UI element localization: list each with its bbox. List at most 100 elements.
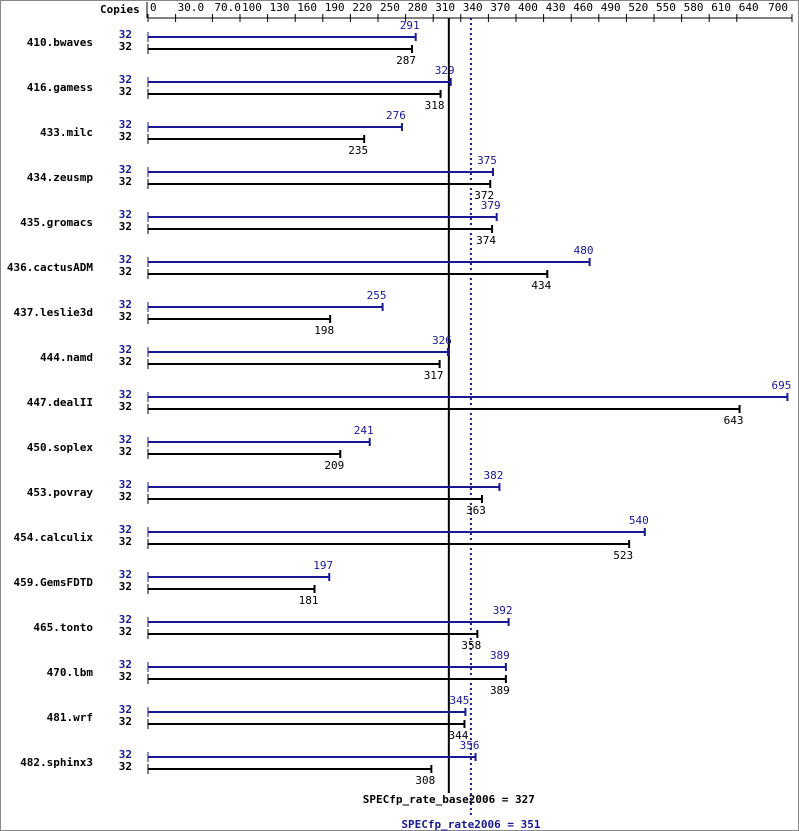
copies-label: 32 [119, 670, 132, 683]
copies-label: 32 [119, 118, 132, 131]
copies-label: 32 [119, 478, 132, 491]
copies-label: 32 [119, 310, 132, 323]
value-label: 363 [466, 504, 486, 517]
value-label: 197 [313, 559, 333, 572]
copies-label: 32 [119, 748, 132, 761]
value-label: 255 [367, 289, 387, 302]
copies-label: 32 [119, 760, 132, 773]
benchmark-label: 416.gamess [27, 81, 93, 94]
copies-label: 32 [119, 388, 132, 401]
benchmark-label: 437.leslie3d [14, 306, 93, 319]
x-tick-label: 250 [380, 1, 400, 14]
x-tick-label: 130 [270, 1, 290, 14]
benchmark-label: 481.wrf [47, 711, 93, 724]
benchmark-label: 465.tonto [33, 621, 93, 634]
x-tick-label: 280 [408, 1, 428, 14]
copies-label: 32 [119, 445, 132, 458]
benchmark-label: 459.GemsFDTD [14, 576, 94, 589]
x-tick-label: 550 [656, 1, 676, 14]
value-label: 318 [425, 99, 445, 112]
copies-label: 32 [119, 625, 132, 638]
value-label: 379 [481, 199, 501, 212]
value-label: 643 [724, 414, 744, 427]
x-tick-label: 520 [628, 1, 648, 14]
value-label: 389 [490, 649, 510, 662]
value-label: 317 [424, 369, 444, 382]
copies-label: 32 [119, 613, 132, 626]
copies-label: 32 [119, 703, 132, 716]
value-label: 540 [629, 514, 649, 527]
x-tick-label: 70.0 [214, 1, 241, 14]
value-label: 291 [400, 19, 420, 32]
value-label: 308 [415, 774, 435, 787]
copies-label: 32 [119, 580, 132, 593]
benchmark-label: 454.calculix [14, 531, 94, 544]
value-label: 198 [314, 324, 334, 337]
x-tick-label: 610 [711, 1, 731, 14]
copies-label: 32 [119, 343, 132, 356]
x-tick-label: 160 [297, 1, 317, 14]
value-label: 375 [477, 154, 497, 167]
x-tick-label: 580 [684, 1, 704, 14]
copies-label: 32 [119, 85, 132, 98]
benchmark-label: 447.dealII [27, 396, 93, 409]
value-label: 358 [461, 639, 481, 652]
value-label: 329 [435, 64, 455, 77]
copies-label: 32 [119, 715, 132, 728]
benchmark-label: 482.sphinx3 [20, 756, 93, 769]
benchmark-label: 450.soplex [27, 441, 94, 454]
copies-label: 32 [119, 163, 132, 176]
copies-label: 32 [119, 355, 132, 368]
copies-label: 32 [119, 40, 132, 53]
value-label: 356 [460, 739, 480, 752]
value-label: 695 [771, 379, 791, 392]
x-tick-label: 400 [518, 1, 538, 14]
benchmark-label: 470.lbm [47, 666, 94, 679]
copies-label: 32 [119, 28, 132, 41]
reference-label: SPECfp_rate_base2006 = 327 [363, 793, 535, 806]
copies-label: 32 [119, 220, 132, 233]
benchmark-label: 453.povray [27, 486, 94, 499]
copies-label: 32 [119, 73, 132, 86]
value-label: 181 [299, 594, 319, 607]
value-label: 372 [474, 189, 494, 202]
benchmark-label: 444.namd [40, 351, 93, 364]
benchmark-label: 434.zeusmp [27, 171, 94, 184]
benchmark-label: 433.milc [40, 126, 93, 139]
copies-label: 32 [119, 433, 132, 446]
copies-label: 32 [119, 658, 132, 671]
value-label: 345 [449, 694, 469, 707]
x-tick-label: 30.0 [178, 1, 205, 14]
value-label: 209 [324, 459, 344, 472]
copies-label: 32 [119, 400, 132, 413]
value-label: 235 [348, 144, 368, 157]
x-tick-label: 640 [739, 1, 759, 14]
x-tick-label: 100 [242, 1, 262, 14]
value-label: 287 [396, 54, 416, 67]
x-tick-label: 340 [463, 1, 483, 14]
value-label: 382 [484, 469, 504, 482]
value-label: 344 [449, 729, 469, 742]
value-label: 392 [493, 604, 513, 617]
x-tick-label: 190 [325, 1, 345, 14]
x-tick-label: 430 [546, 1, 566, 14]
reference-label: SPECfp_rate2006 = 351 [401, 818, 540, 831]
benchmark-label: 435.gromacs [20, 216, 93, 229]
value-label: 480 [574, 244, 594, 257]
benchmark-label: 436.cactusADM [7, 261, 93, 274]
x-tick-label: 220 [352, 1, 372, 14]
x-tick-label: 310 [435, 1, 455, 14]
x-tick-label: 490 [601, 1, 621, 14]
value-label: 434 [531, 279, 551, 292]
x-tick-label: 0 [150, 1, 157, 14]
copies-label: 32 [119, 535, 132, 548]
copies-label: 32 [119, 208, 132, 221]
x-tick-label: 460 [573, 1, 593, 14]
x-tick-label: 700 [768, 1, 788, 14]
copies-label: 32 [119, 568, 132, 581]
copies-label: 32 [119, 298, 132, 311]
copies-header: Copies [100, 3, 140, 16]
copies-label: 32 [119, 253, 132, 266]
